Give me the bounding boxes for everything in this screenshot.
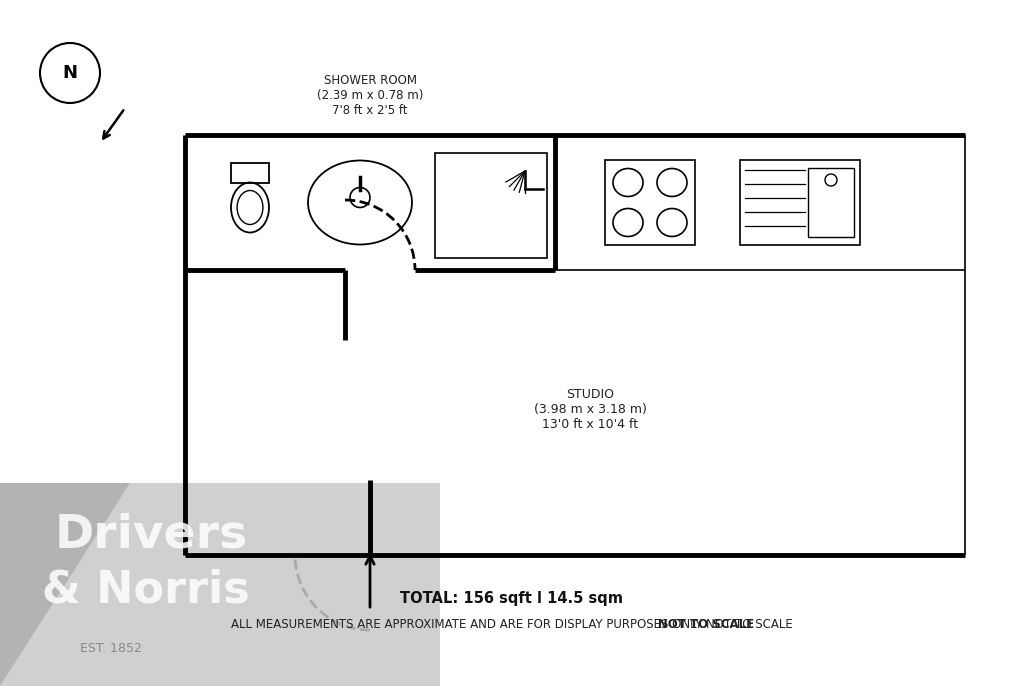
Bar (808, 168, 854, 237)
Bar (740, 160, 860, 245)
Text: ALL MEASUREMENTS ARE APPROXIMATE AND ARE FOR DISPLAY PURPOSES ONLY NOT TO SCALE: ALL MEASUREMENTS ARE APPROXIMATE AND ARE… (231, 617, 793, 630)
Polygon shape (0, 483, 130, 686)
Text: EST. 1852: EST. 1852 (80, 641, 142, 654)
Bar (0, 483, 440, 686)
Bar (231, 163, 269, 182)
Text: STUDIO
(3.98 m x 3.18 m)
13'0 ft x 10'4 ft: STUDIO (3.98 m x 3.18 m) 13'0 ft x 10'4 … (534, 388, 646, 431)
Bar (435, 153, 547, 258)
Text: SHOWER ROOM
(2.39 m x 0.78 m)
7'8 ft x 2'5 ft: SHOWER ROOM (2.39 m x 0.78 m) 7'8 ft x 2… (316, 73, 423, 117)
Text: N: N (62, 64, 78, 82)
Text: NOT TO SCALE: NOT TO SCALE (270, 617, 754, 630)
Text: Drivers: Drivers (55, 512, 248, 558)
Text: TOTAL: 156 sqft l 14.5 sqm: TOTAL: 156 sqft l 14.5 sqm (400, 591, 624, 606)
Text: & Norris: & Norris (42, 569, 250, 611)
Bar (605, 160, 695, 245)
